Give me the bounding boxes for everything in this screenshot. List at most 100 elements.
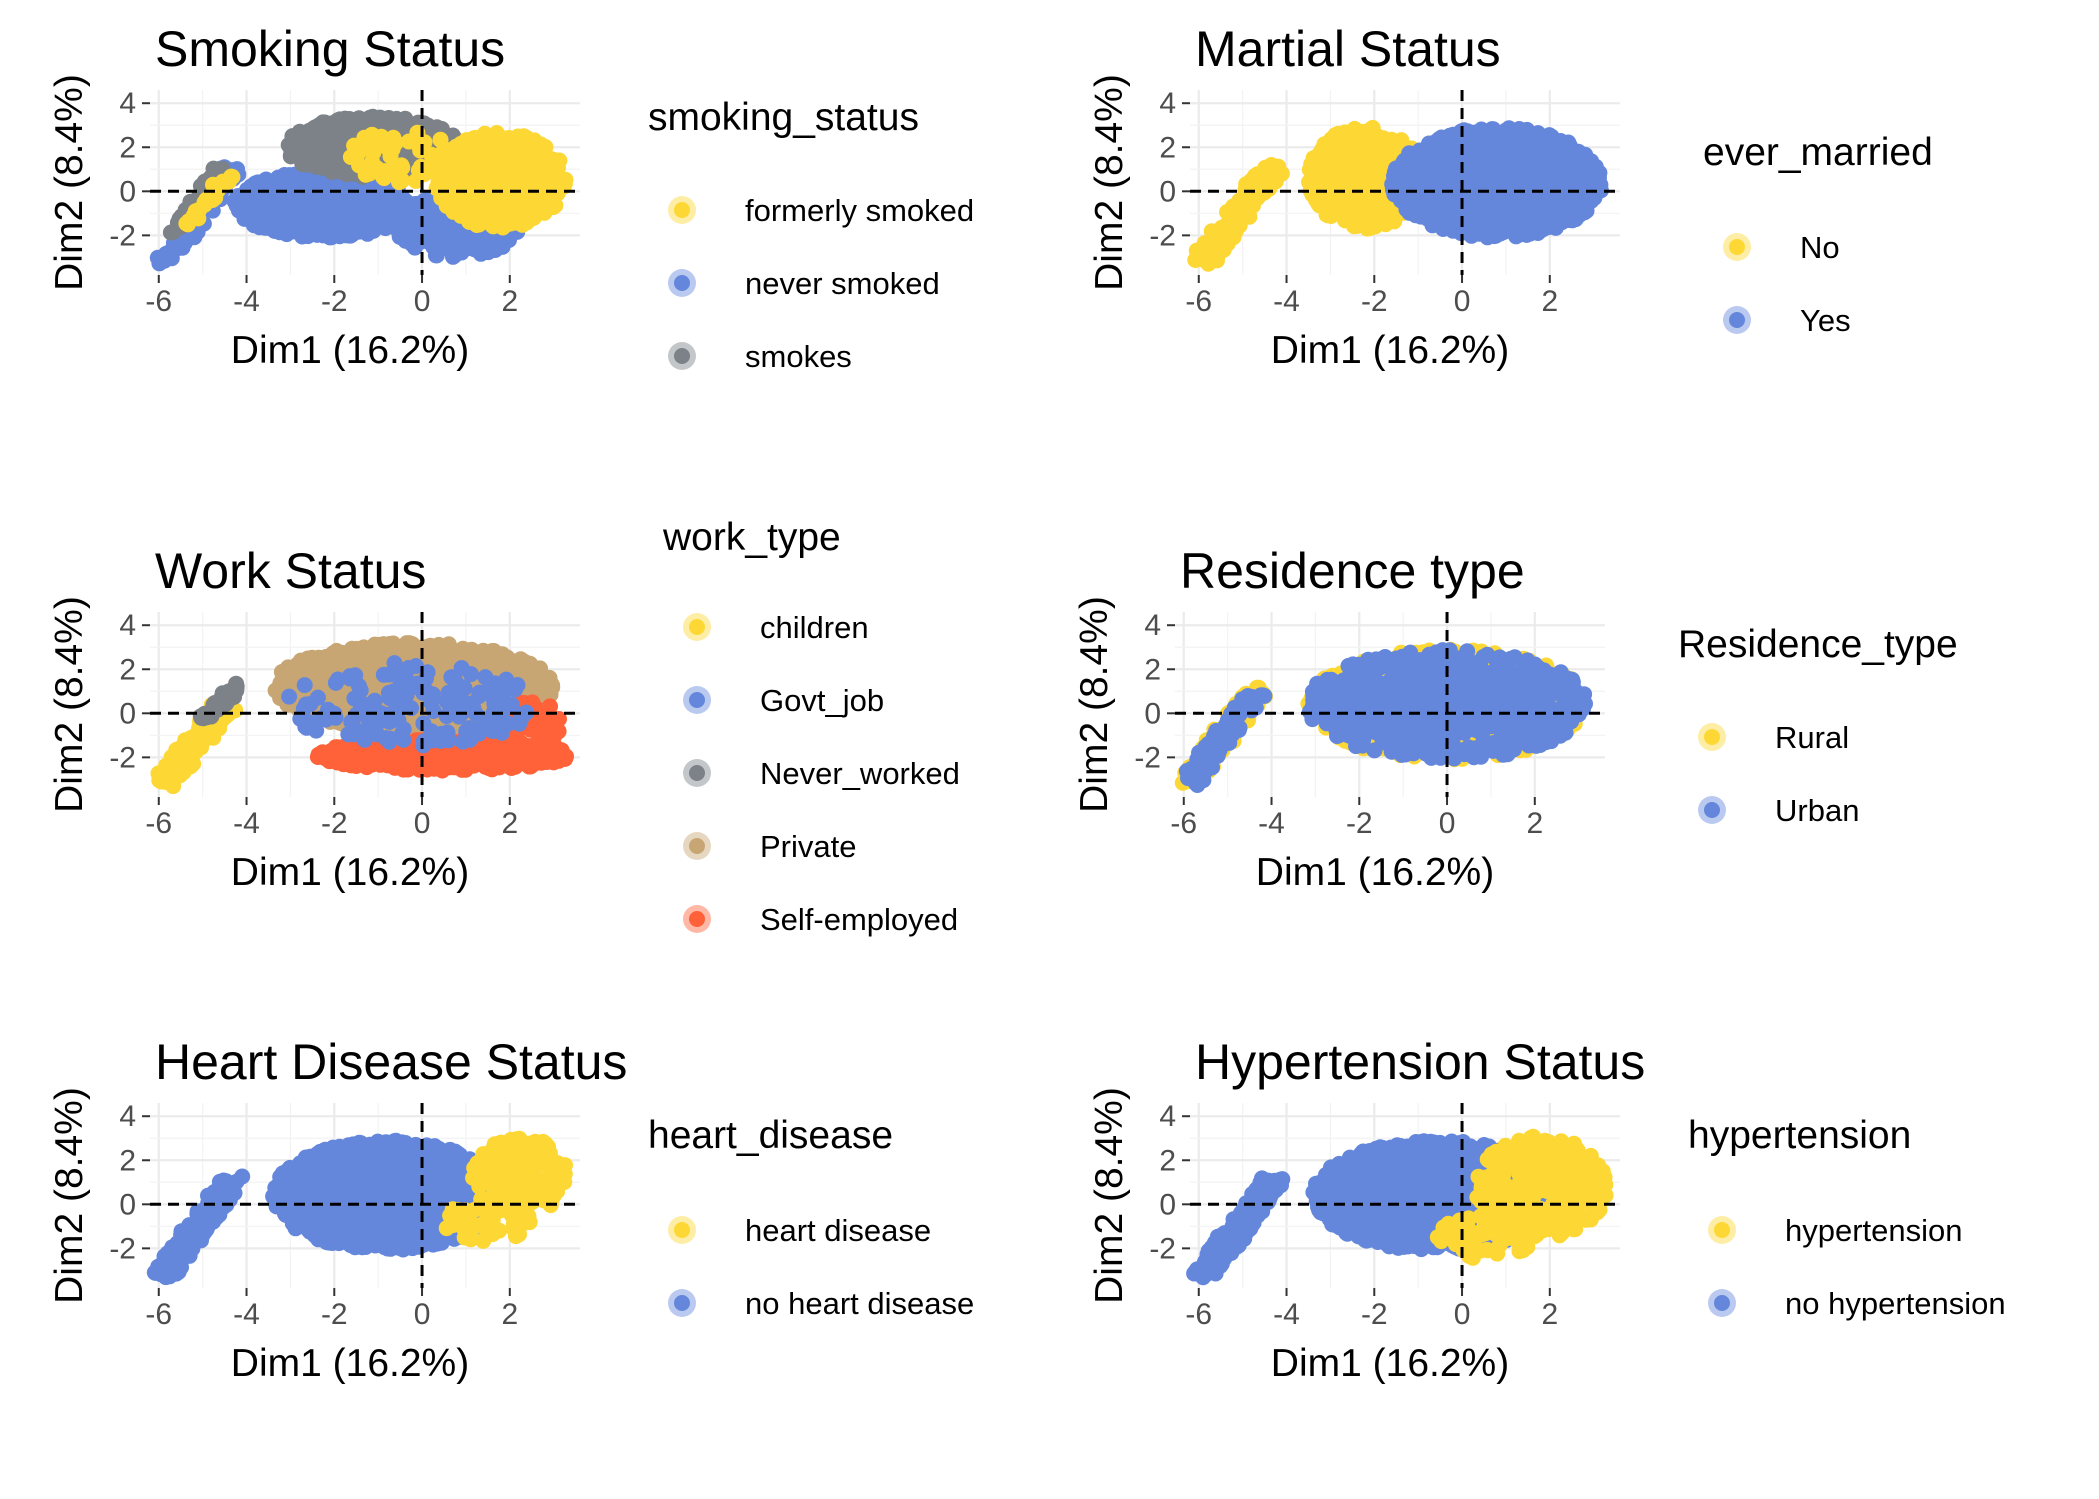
data-point: [338, 227, 355, 244]
data-point: [1567, 211, 1584, 228]
data-point: [192, 708, 209, 725]
legend-title: smoking_status: [648, 96, 919, 139]
data-point: [366, 130, 383, 147]
data-point: [1400, 201, 1417, 218]
legend-label: smokes: [745, 339, 852, 374]
x-tick-label: 0: [414, 285, 431, 318]
data-point: [429, 226, 446, 243]
data-point: [495, 180, 512, 197]
data-point: [1539, 202, 1556, 219]
data-point: [223, 168, 240, 185]
scatter-points: [149, 108, 574, 272]
data-point: [424, 148, 441, 165]
data-point: [1578, 198, 1595, 215]
data-point: [520, 168, 537, 185]
data-point: [161, 247, 178, 263]
data-point: [1444, 145, 1461, 162]
data-point: [316, 114, 333, 131]
legend-label: Yes: [1800, 303, 1851, 338]
data-point: [485, 151, 501, 167]
data-point: [364, 154, 381, 170]
data-point: [528, 192, 544, 209]
data-point: [1567, 186, 1584, 203]
data-point: [493, 137, 510, 154]
data-point: [459, 152, 476, 169]
data-point: [467, 205, 484, 221]
data-point: [272, 196, 289, 213]
data-point: [494, 219, 511, 236]
data-point: [1480, 220, 1497, 236]
data-point: [1209, 252, 1225, 269]
y-tick-label: 0: [1159, 175, 1176, 208]
data-point: [317, 131, 333, 148]
data-point: [438, 141, 455, 158]
data-point: [178, 215, 195, 232]
x-tick-label: -4: [1273, 285, 1300, 318]
data-point: [308, 159, 325, 175]
data-point: [1529, 217, 1546, 234]
x-axis-title: Dim1 (16.2%): [1271, 329, 1509, 372]
data-point: [1233, 208, 1250, 224]
data-point: [1243, 191, 1260, 208]
data-point: [346, 137, 363, 154]
y-tick-label: 4: [1159, 87, 1176, 120]
data-point: [294, 156, 311, 173]
y-tick-label: 0: [119, 175, 136, 208]
data-point: [1529, 127, 1546, 144]
legend-key: [674, 275, 690, 291]
legend-key: [674, 348, 690, 364]
legend-label: No: [1800, 230, 1840, 265]
data-point: [1348, 167, 1365, 184]
data-point: [1464, 168, 1481, 185]
data-point: [287, 211, 304, 228]
legend-key: [1729, 239, 1745, 255]
data-point: [1256, 164, 1273, 181]
data-point: [1511, 192, 1528, 209]
data-point: [1479, 199, 1496, 216]
data-point: [1398, 160, 1415, 177]
y-tick-label: -2: [109, 219, 136, 252]
x-tick-label: -2: [1361, 285, 1388, 318]
x-tick-label: -6: [1185, 285, 1212, 318]
panel-title: Martial Status: [1195, 21, 1501, 77]
data-point: [294, 228, 311, 245]
data-point: [500, 155, 517, 171]
data-point: [1218, 226, 1235, 243]
data-point: [220, 685, 236, 701]
legend: smoking_status formerly smoked never smoke…: [648, 96, 974, 374]
scatter-points: [1187, 119, 1609, 272]
legend-key: [674, 202, 690, 218]
x-tick-label: -2: [321, 285, 348, 318]
data-point: [1353, 123, 1370, 140]
y-axis-title: Dim2 (8.4%): [48, 74, 91, 291]
legend-label: formerly smoked: [745, 193, 974, 228]
data-point: [1516, 159, 1533, 176]
data-point: [467, 136, 484, 153]
legend-key: [1729, 312, 1745, 328]
panel-title: Smoking Status: [155, 21, 505, 77]
data-point: [1424, 155, 1441, 172]
x-axis-title: Dim1 (16.2%): [231, 329, 469, 372]
data-point: [394, 172, 411, 189]
legend-label: never smoked: [745, 266, 940, 301]
y-tick-label: 2: [119, 131, 136, 164]
data-point: [351, 110, 367, 127]
data-point: [1442, 181, 1459, 198]
data-point: [455, 241, 472, 258]
data-point: [309, 196, 326, 213]
data-point: [1544, 138, 1561, 155]
y-tick-label: -2: [1149, 219, 1176, 252]
data-point: [480, 244, 497, 261]
data-point: [270, 172, 286, 189]
data-point: [1561, 156, 1577, 173]
data-point: [349, 196, 366, 213]
data-point: [1429, 198, 1446, 214]
data-point: [1326, 170, 1343, 187]
data-point: [286, 130, 303, 147]
data-point: [536, 159, 552, 176]
data-point: [1311, 146, 1328, 163]
y-tick-label: 2: [1159, 131, 1176, 164]
